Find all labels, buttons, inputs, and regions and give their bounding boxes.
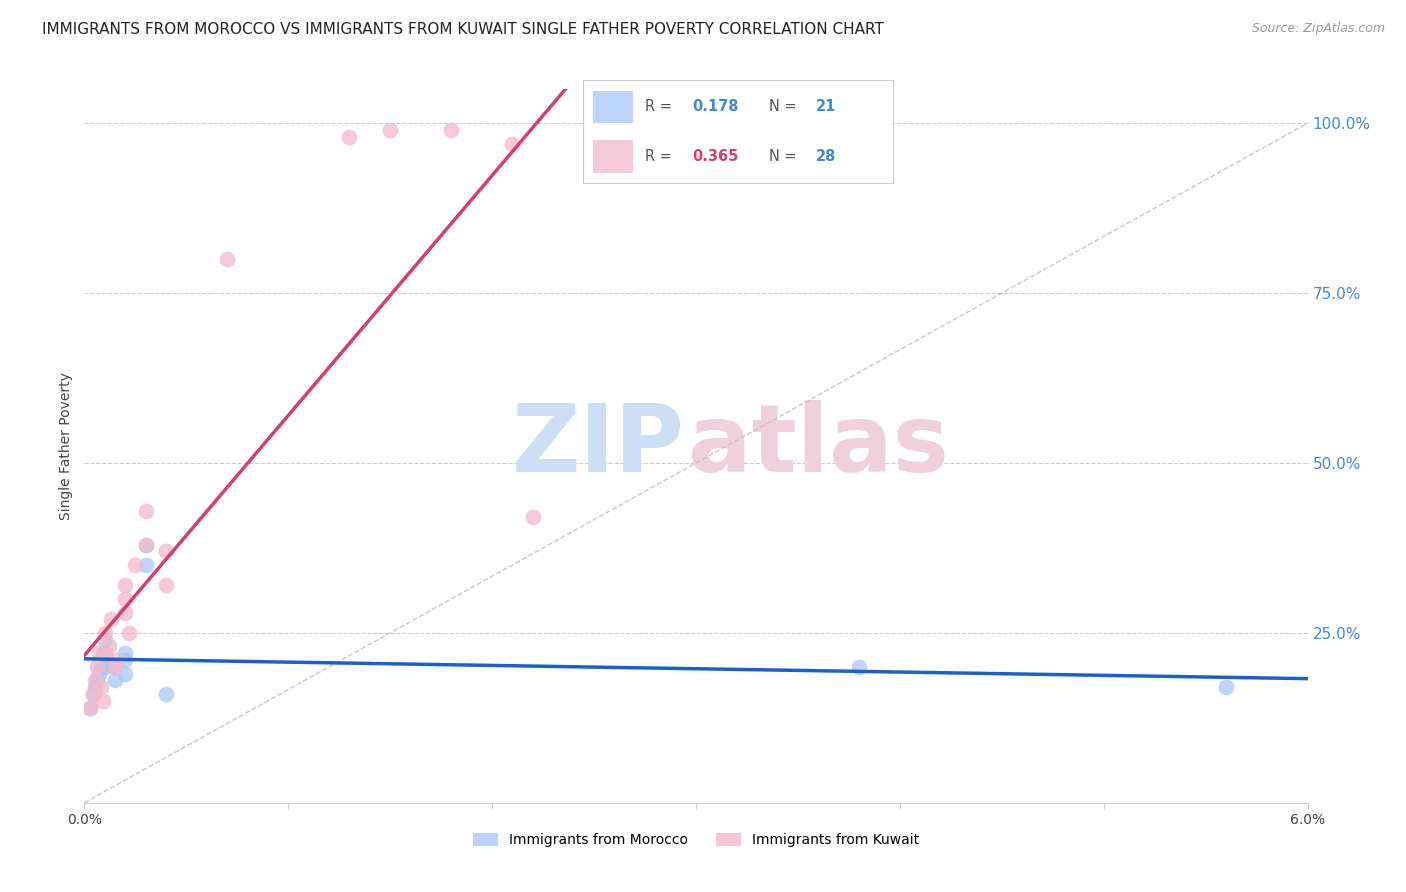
Point [93, 660, 117, 674]
Point [91, 646, 114, 660]
Point [155, 544, 177, 558]
Text: 0.178: 0.178 [692, 99, 738, 114]
Text: atlas: atlas [688, 400, 949, 492]
Point [114, 606, 136, 620]
FancyBboxPatch shape [593, 140, 633, 173]
Point [114, 578, 136, 592]
Point [93, 632, 117, 647]
Point [1215, 680, 1237, 694]
Text: ZIP: ZIP [512, 400, 685, 492]
Point [93, 646, 117, 660]
Point [79, 700, 101, 714]
Point [91, 694, 114, 708]
Point [104, 660, 127, 674]
Point [114, 591, 136, 606]
Point [114, 653, 136, 667]
Point [339, 129, 361, 144]
Point [114, 646, 136, 660]
Point [105, 653, 128, 667]
Point [87, 666, 110, 681]
Point [135, 537, 157, 551]
Point [82, 687, 104, 701]
Point [82, 687, 104, 701]
Text: R =: R = [645, 149, 676, 164]
Point [93, 646, 117, 660]
FancyBboxPatch shape [593, 91, 633, 123]
Point [155, 687, 177, 701]
Point [848, 660, 870, 674]
Point [90, 680, 112, 694]
Point [380, 123, 402, 137]
Point [135, 503, 157, 517]
Point [97, 640, 120, 654]
Point [83, 673, 105, 688]
Text: 0.365: 0.365 [692, 149, 738, 164]
Point [86, 673, 108, 688]
Point [522, 510, 544, 524]
Point [86, 660, 108, 674]
Point [104, 660, 127, 674]
Point [135, 537, 157, 551]
Point [118, 626, 141, 640]
Point [100, 612, 122, 626]
Text: IMMIGRANTS FROM MOROCCO VS IMMIGRANTS FROM KUWAIT SINGLE FATHER POVERTY CORRELAT: IMMIGRANTS FROM MOROCCO VS IMMIGRANTS FR… [42, 22, 884, 37]
Point [155, 578, 177, 592]
Point [217, 252, 239, 266]
Legend: Immigrants from Morocco, Immigrants from Kuwait: Immigrants from Morocco, Immigrants from… [467, 828, 925, 853]
Point [124, 558, 146, 572]
Point [93, 653, 117, 667]
Point [87, 646, 110, 660]
Text: R =: R = [645, 99, 676, 114]
Text: 21: 21 [815, 99, 835, 114]
Text: Source: ZipAtlas.com: Source: ZipAtlas.com [1251, 22, 1385, 36]
Y-axis label: Single Father Poverty: Single Father Poverty [59, 372, 73, 520]
Point [93, 626, 117, 640]
Point [79, 700, 101, 714]
Point [90, 660, 112, 674]
Text: N =: N = [769, 149, 801, 164]
Point [440, 123, 463, 137]
Point [135, 558, 157, 572]
Point [114, 666, 136, 681]
Text: N =: N = [769, 99, 801, 114]
Text: 28: 28 [815, 149, 835, 164]
Point [104, 673, 127, 688]
Point [83, 680, 105, 694]
Point [502, 136, 524, 151]
